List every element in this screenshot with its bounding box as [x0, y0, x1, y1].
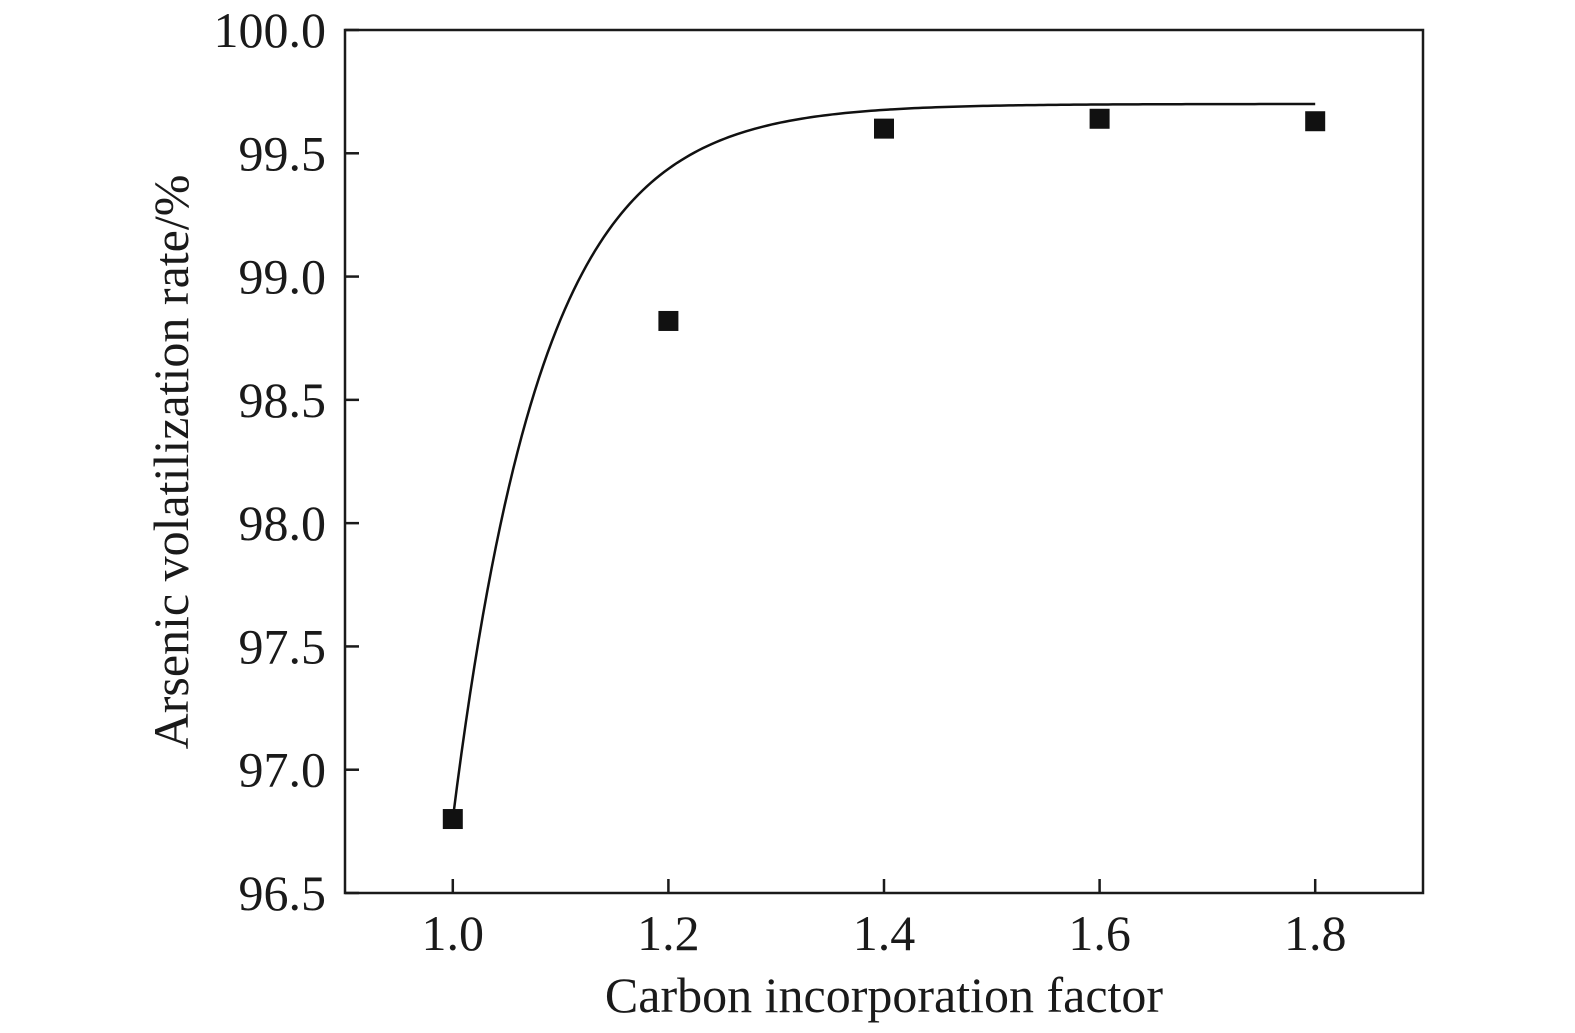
- y-tick-label: 98.0: [239, 495, 327, 551]
- y-tick-label: 97.5: [239, 618, 327, 674]
- x-axis-label: Carbon incorporation factor: [605, 967, 1163, 1023]
- data-point: [658, 310, 679, 331]
- y-tick-label: 97.0: [239, 742, 327, 798]
- data-point: [874, 118, 894, 139]
- y-tick-label: 96.5: [239, 865, 327, 921]
- data-point: [1089, 108, 1110, 129]
- data-point: [1305, 111, 1326, 132]
- plot-area-border: [343, 28, 1425, 895]
- y-tick-label: 99.0: [239, 249, 327, 305]
- x-tick-label: 1.6: [1068, 905, 1131, 961]
- data-points-layer: [442, 108, 1326, 830]
- y-axis-ticks: 96.5 97.0 97.5 98.0 98.5 99.0 99.5 100.0: [214, 2, 359, 921]
- y-tick-label: 98.5: [239, 372, 327, 428]
- fit-curve: [451, 102, 1316, 820]
- y-tick-label: 100.0: [214, 2, 327, 58]
- x-tick-label: 1.4: [853, 905, 916, 961]
- x-axis-ticks: 1.0 1.2 1.4 1.6 1.8: [422, 879, 1347, 961]
- y-tick-label: 99.5: [239, 125, 327, 181]
- plot-frame: [343, 28, 1425, 895]
- data-point: [442, 809, 463, 830]
- y-axis-label: Arsenic volatilization rate/%: [143, 175, 199, 750]
- x-tick-label: 1.2: [637, 905, 700, 961]
- x-tick-label: 1.8: [1284, 905, 1347, 961]
- fit-curve-layer: [451, 102, 1316, 820]
- x-tick-label: 1.0: [422, 905, 485, 961]
